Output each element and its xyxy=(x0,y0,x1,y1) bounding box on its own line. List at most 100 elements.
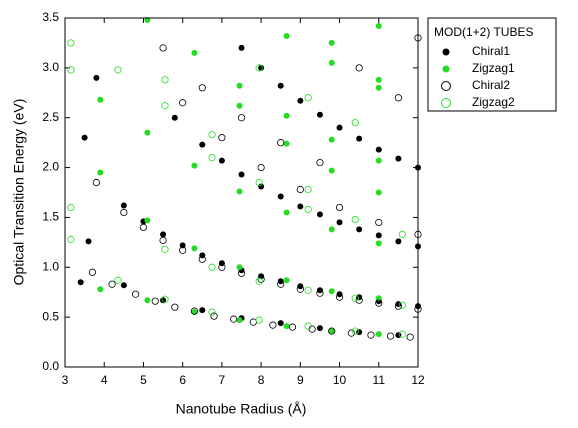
point xyxy=(120,202,127,209)
point xyxy=(283,32,290,39)
x-tick-label: 3 xyxy=(62,373,69,387)
point xyxy=(190,307,199,315)
y-tick-label: 3.5 xyxy=(42,10,59,24)
point xyxy=(77,279,84,286)
point xyxy=(375,84,382,91)
x-tick-label: 5 xyxy=(140,373,147,387)
point xyxy=(351,327,359,335)
point xyxy=(336,219,343,226)
point xyxy=(258,183,265,190)
point xyxy=(238,171,245,178)
point xyxy=(257,163,265,172)
legend-box xyxy=(427,17,557,112)
point xyxy=(92,178,100,187)
point xyxy=(191,309,198,316)
point xyxy=(208,308,216,316)
point xyxy=(395,155,402,162)
point xyxy=(304,185,312,194)
point xyxy=(67,39,75,47)
x-tick-label: 8 xyxy=(258,373,265,387)
point xyxy=(277,139,285,147)
point xyxy=(355,64,363,72)
point xyxy=(328,226,335,233)
point xyxy=(304,322,312,330)
point xyxy=(161,245,169,253)
point xyxy=(161,295,169,303)
point xyxy=(120,208,128,217)
point xyxy=(375,76,382,83)
y-tick-label: 2.0 xyxy=(42,160,59,174)
point xyxy=(159,44,167,52)
point xyxy=(296,185,304,194)
point xyxy=(161,102,169,110)
point xyxy=(171,303,179,311)
point xyxy=(236,264,243,271)
point xyxy=(144,297,151,304)
y-tick-label: 3.0 xyxy=(42,60,59,74)
point xyxy=(230,315,238,323)
plot-frame xyxy=(64,17,419,368)
point xyxy=(249,318,257,326)
x-tick-label: 12 xyxy=(411,373,425,387)
point xyxy=(316,325,323,332)
point xyxy=(238,44,245,51)
point xyxy=(277,280,285,288)
point xyxy=(171,114,178,121)
x-tick-label: 10 xyxy=(333,373,347,387)
point xyxy=(375,189,382,196)
point xyxy=(304,205,312,214)
y-tick-label: 0.5 xyxy=(42,309,59,323)
point xyxy=(316,289,324,297)
point xyxy=(355,296,363,304)
point xyxy=(328,288,335,295)
legend-marker xyxy=(441,98,451,108)
point xyxy=(255,178,263,187)
point xyxy=(210,312,218,320)
point xyxy=(335,293,344,301)
point xyxy=(93,74,100,81)
point xyxy=(97,96,104,103)
legend-label: Chiral1 xyxy=(472,44,510,58)
point xyxy=(199,307,206,314)
point xyxy=(236,82,243,89)
point xyxy=(283,112,290,119)
point xyxy=(144,217,151,224)
point xyxy=(406,333,414,341)
x-tick-label: 7 xyxy=(219,373,226,387)
point xyxy=(304,286,312,294)
point xyxy=(356,226,363,233)
x-axis-title: Nanotube Radius (Å) xyxy=(176,401,307,417)
point xyxy=(208,131,216,139)
point xyxy=(218,157,225,164)
point xyxy=(108,280,116,288)
x-tick-label: 4 xyxy=(101,373,108,387)
point xyxy=(283,140,290,147)
point xyxy=(179,242,186,249)
point xyxy=(367,331,375,339)
point xyxy=(179,246,187,254)
point xyxy=(288,323,297,331)
point xyxy=(191,245,198,252)
point xyxy=(257,275,265,283)
point xyxy=(328,59,335,66)
point xyxy=(375,22,382,29)
point xyxy=(236,188,243,195)
point xyxy=(218,260,225,267)
point xyxy=(237,114,246,122)
point xyxy=(297,97,304,104)
point xyxy=(328,136,335,143)
point xyxy=(351,294,359,302)
point xyxy=(218,134,226,142)
point xyxy=(375,299,383,307)
point xyxy=(269,321,277,329)
point xyxy=(255,316,263,324)
point xyxy=(277,193,284,200)
legend-marker xyxy=(442,48,450,56)
legend-marker xyxy=(442,65,450,73)
y-tick-label: 2.5 xyxy=(42,110,59,124)
point xyxy=(191,49,198,56)
point xyxy=(199,252,206,259)
point xyxy=(114,276,122,284)
point xyxy=(236,317,243,324)
point xyxy=(375,218,383,227)
